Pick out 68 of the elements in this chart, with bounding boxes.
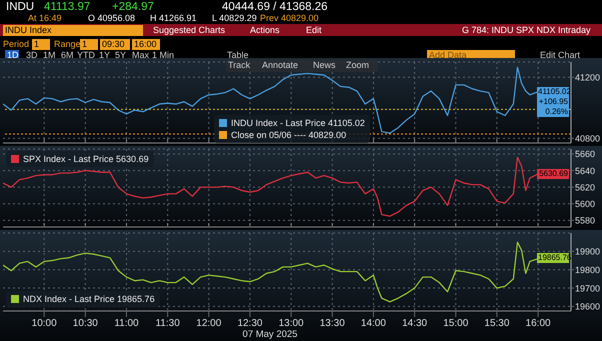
x-tick-label: 12:30	[237, 318, 263, 330]
x-tick-label: 13:30	[320, 318, 346, 330]
y-tick-label: 5600	[575, 198, 596, 209]
text: INDU	[6, 1, 34, 14]
legend-label: SPX Index - Last Price 5630.69	[23, 153, 149, 165]
y-tick-label: 41200	[575, 72, 600, 82]
y-tick-label: 5620	[575, 182, 596, 192]
text: Edit Chart	[540, 50, 580, 61]
annotation: Zoom	[346, 60, 370, 71]
legend-label: INDU Index - Last Price 41105.02	[231, 117, 365, 129]
text: O 40956.08	[88, 13, 136, 24]
y-tick-label: 5660	[575, 149, 596, 160]
text: INDU Index	[3, 25, 143, 36]
text: +284.97	[112, 1, 154, 14]
ref-line-label: Close on 05/06 ---- 40829.00	[231, 129, 346, 141]
text: Prev 40829.00	[260, 13, 319, 24]
text: 1	[32, 39, 50, 50]
x-tick-label: 15:30	[484, 318, 510, 330]
text: 5Y	[115, 50, 126, 61]
annotation: Track	[228, 60, 250, 71]
y-tick-label: 40800	[575, 134, 600, 144]
text: Actions	[250, 25, 280, 36]
text: 6M	[61, 50, 74, 61]
y-tick-label: 19800	[575, 264, 600, 275]
text: 40444.69 / 41368.26	[222, 1, 328, 14]
text: Range	[54, 39, 81, 50]
x-tick-label: 11:00	[114, 318, 140, 330]
text: 1D	[5, 50, 19, 61]
x-tick-label: 13:00	[278, 318, 304, 330]
annotation: 0.26%	[544, 106, 568, 117]
text: YTD	[77, 50, 95, 61]
x-tick-label: 16:00	[526, 318, 552, 330]
text: Edit	[306, 25, 322, 36]
y-tick-label: 5640	[575, 166, 596, 176]
text: Add Data	[427, 50, 515, 61]
x-tick-label: 15:00	[443, 318, 469, 330]
text: Table	[227, 50, 249, 61]
text: 1 Min	[152, 50, 174, 61]
y-tick-label: 19700	[575, 283, 600, 294]
y-tick-label: 19900	[575, 246, 600, 257]
text: 3D	[26, 50, 38, 61]
text: G 784: INDU SPX NDX Intraday	[462, 25, 591, 36]
text: Period	[3, 39, 30, 50]
text: L 40829.29	[212, 13, 257, 24]
y-tick-label: 19600	[575, 302, 600, 312]
text: H 41266.91	[150, 13, 197, 24]
y-tick-label: 5580	[575, 216, 596, 226]
x-tick-label: 11:30	[155, 318, 180, 330]
text: 1M	[43, 50, 56, 61]
annotation: +106.95	[538, 96, 568, 107]
text: 1Y	[99, 50, 110, 61]
text: 41113.97	[44, 1, 90, 14]
x-tick-label: 14:00	[360, 318, 386, 330]
text: 16:00	[132, 39, 160, 50]
x-tick-label: 12:00	[196, 318, 222, 330]
x-tick-label: 10:00	[32, 318, 58, 330]
annotation: News	[313, 60, 336, 71]
text: At 16:49	[28, 13, 62, 24]
annotation: 5630.69	[538, 168, 568, 179]
x-tick-label: 10:30	[72, 318, 98, 330]
text: Suggested Charts	[153, 25, 226, 36]
x-axis-title: 07 May 2025	[242, 329, 298, 340]
x-tick-label: 14:30	[402, 318, 428, 330]
text: 1	[80, 39, 98, 50]
legend-label: NDX Index - Last Price 19865.76	[23, 293, 155, 305]
annotation: Annotate	[262, 60, 298, 71]
text: Max	[132, 50, 150, 61]
text: 09:30	[100, 39, 130, 50]
